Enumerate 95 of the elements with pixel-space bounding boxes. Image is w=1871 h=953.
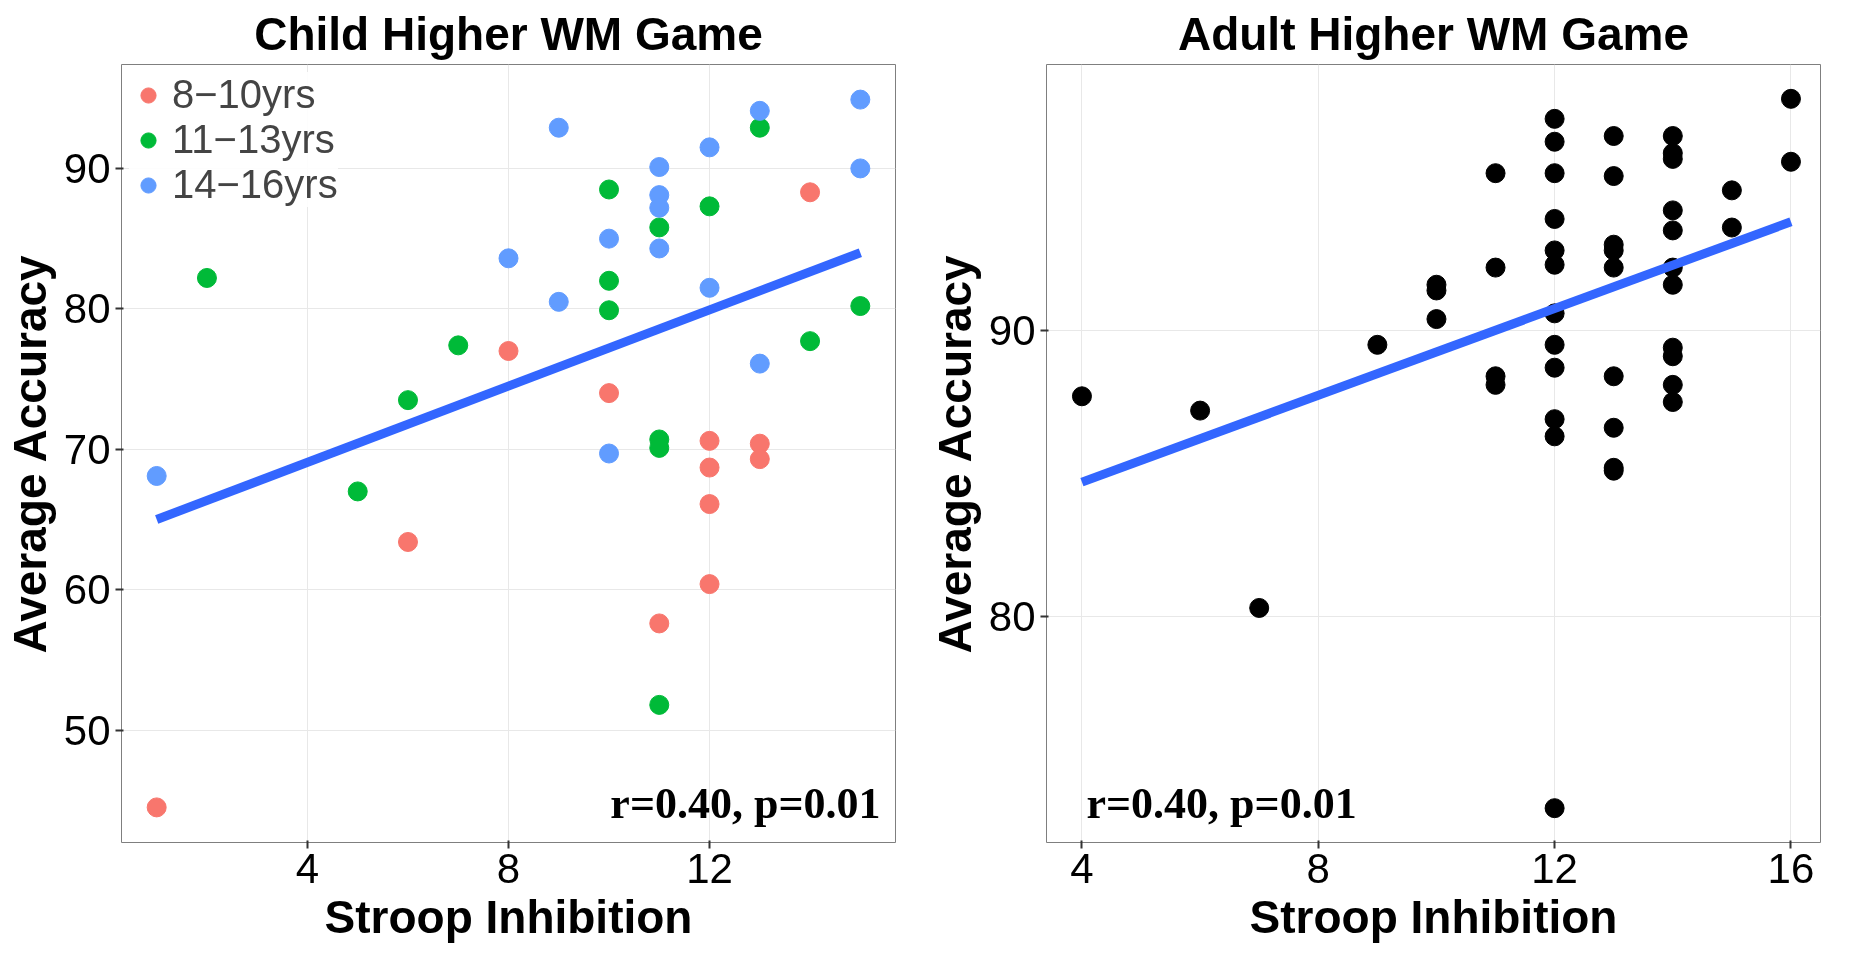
point [1721, 217, 1742, 238]
point [1544, 163, 1565, 184]
point [1071, 386, 1092, 407]
legend-label: 8−10yrs [172, 72, 316, 117]
point [649, 157, 670, 177]
point [1662, 220, 1683, 241]
point [498, 248, 519, 269]
point [699, 494, 720, 515]
point [397, 390, 418, 411]
point [397, 531, 418, 552]
point [196, 267, 217, 288]
point [1662, 200, 1683, 221]
point [850, 158, 871, 179]
point [548, 117, 569, 138]
point [1603, 417, 1624, 438]
y-tick-label: 60 [63, 566, 111, 614]
point [599, 228, 620, 249]
x-axis-title: Stroop Inhibition [1249, 890, 1618, 943]
point [1780, 88, 1801, 109]
point [749, 100, 770, 121]
y-tick-label: 80 [988, 593, 1036, 641]
point [599, 383, 620, 404]
point [1544, 357, 1565, 378]
point [1603, 257, 1624, 278]
y-axis-title: Average Accuracy [928, 254, 981, 654]
point [699, 430, 720, 451]
point [1544, 409, 1565, 430]
x-tick-label: 4 [1070, 844, 1094, 892]
point [548, 291, 569, 312]
point [1485, 257, 1506, 278]
y-tick-label: 90 [63, 144, 111, 192]
point [1603, 166, 1624, 187]
point [649, 694, 670, 715]
x-axis-title: Stroop Inhibition [324, 890, 693, 943]
legend-label: 11−13yrs [172, 117, 335, 162]
y-tick-label: 50 [63, 706, 111, 754]
chart-title: Adult Higher WM Game [1177, 7, 1690, 60]
y-tick-label: 80 [63, 285, 111, 333]
annotation: r=0.40, p=0.01 [610, 778, 881, 828]
point [1603, 366, 1624, 387]
x-tick-label: 8 [1306, 844, 1330, 892]
point [1544, 208, 1565, 229]
point [146, 465, 167, 486]
annotation: r=0.40, p=0.01 [1086, 778, 1357, 828]
point [1544, 131, 1565, 152]
point [1544, 334, 1565, 355]
x-tick-label: 12 [686, 844, 733, 892]
point [498, 341, 519, 361]
point [1662, 392, 1683, 412]
point [146, 797, 167, 818]
point [1721, 180, 1742, 201]
point [699, 196, 720, 217]
point [749, 353, 770, 374]
point [699, 137, 720, 158]
y-tick-label: 70 [63, 425, 111, 473]
point [599, 443, 620, 464]
point [1544, 798, 1565, 819]
x-tick-label: 16 [1767, 844, 1815, 892]
point [1367, 334, 1388, 355]
point [1662, 126, 1683, 146]
point [749, 117, 770, 138]
point [649, 217, 670, 238]
y-tick-label: 90 [988, 307, 1036, 355]
point [800, 182, 821, 203]
point [1249, 597, 1270, 618]
point [1190, 400, 1211, 421]
point [599, 300, 620, 321]
point [599, 270, 620, 291]
x-tick-label: 12 [1531, 844, 1578, 892]
point [1662, 274, 1683, 295]
point [749, 449, 770, 470]
point [699, 457, 720, 478]
x-tick-label: 8 [496, 844, 521, 892]
point [1603, 126, 1624, 146]
point [850, 89, 871, 110]
point [1426, 309, 1447, 330]
point [850, 296, 871, 317]
chart-title: Child Higher WM Game [254, 7, 763, 60]
point [800, 331, 821, 352]
point [1544, 426, 1565, 447]
y-axis-title: Average Accuracy [3, 254, 56, 654]
point [1544, 254, 1565, 275]
point [649, 613, 670, 634]
point [599, 179, 620, 200]
point [699, 574, 720, 595]
point [1780, 151, 1801, 172]
point [1485, 163, 1506, 184]
point [347, 481, 368, 502]
point [1544, 108, 1565, 129]
legend-label: 14−16yrs [172, 162, 338, 207]
point [649, 238, 670, 259]
x-tick-label: 4 [295, 844, 320, 892]
point [448, 335, 469, 356]
point [1662, 374, 1683, 395]
point [699, 277, 720, 298]
